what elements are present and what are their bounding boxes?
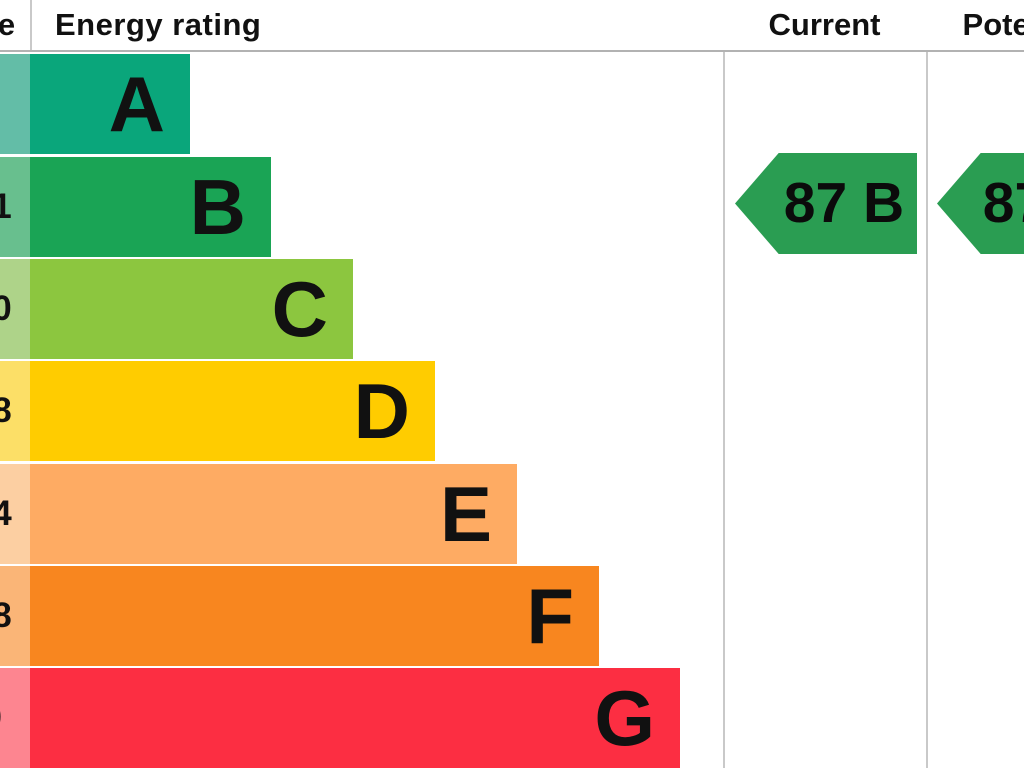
rating-band-row-f: 21-38 F	[0, 564, 723, 667]
score-range-label: 55-68	[0, 391, 12, 431]
rating-bar-c: C	[30, 259, 353, 360]
rating-letter: E	[439, 469, 492, 558]
score-range-strip-c: 69-80	[0, 259, 30, 360]
current-rating-label: 87 B	[783, 171, 905, 235]
score-column-header: Score	[0, 7, 16, 42]
rating-bar-f: F	[30, 566, 599, 667]
table-header: Score Energy rating Current Potential	[0, 0, 1024, 52]
rating-letter: B	[189, 162, 246, 251]
score-range-label: 92+	[0, 54, 22, 154]
rating-bar-e: E	[30, 463, 517, 564]
rating-letter: G	[594, 674, 655, 763]
current-column-header: Current	[768, 7, 881, 42]
rating-bar-d: D	[30, 361, 435, 462]
score-range-strip-g: 1-20	[0, 668, 30, 768]
rating-band-row-a: 92+ A	[0, 52, 723, 155]
current-rating-arrow: 87 B	[735, 153, 917, 254]
potential-column-divider	[926, 0, 928, 768]
score-range-label: 1-20	[0, 668, 22, 768]
rating-band-row-c: 69-80 C	[0, 257, 723, 360]
score-range-label: 21-38	[0, 596, 12, 636]
energy-rating-column-header: Energy rating	[55, 7, 262, 42]
score-range-strip-e: 39-54	[0, 463, 30, 564]
rating-letter: F	[526, 572, 574, 661]
score-range-label: 81-91	[0, 186, 12, 226]
current-column-divider	[723, 0, 725, 768]
rating-bar-b: B	[30, 156, 271, 257]
score-range-strip-b: 81-91	[0, 156, 30, 257]
score-range-label: 39-54	[0, 493, 12, 533]
rating-band-row-e: 39-54 E	[0, 461, 723, 564]
rating-band-row-b: 81-91 B	[0, 154, 723, 257]
rating-letter: D	[353, 367, 410, 456]
score-column-divider	[30, 0, 32, 50]
score-range-strip-f: 21-38	[0, 566, 30, 667]
rating-band-row-g: 1-20 G	[0, 666, 723, 768]
score-range-strip-a: 92+	[0, 54, 30, 155]
score-range-strip-d: 55-68	[0, 361, 30, 462]
rating-letter: C	[271, 265, 328, 354]
rating-band-row-d: 55-68 D	[0, 359, 723, 462]
rating-bar-a: A	[30, 54, 190, 155]
rating-letter: A	[108, 60, 165, 149]
potential-rating-arrow: 87 B	[937, 153, 1024, 254]
potential-column-header: Potential	[962, 7, 1024, 42]
potential-rating-label: 87 B	[982, 171, 1024, 235]
score-range-label: 69-80	[0, 289, 12, 329]
rating-bar-g: G	[30, 668, 680, 768]
